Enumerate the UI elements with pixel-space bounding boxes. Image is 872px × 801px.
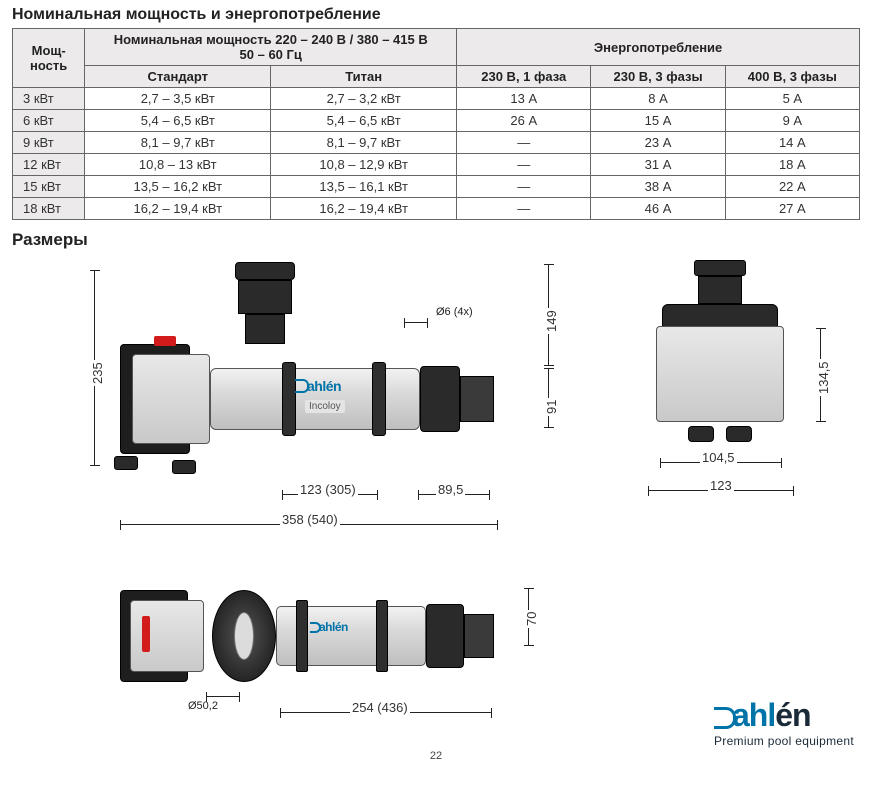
cell-ti: 8,1 – 9,7 кВт <box>271 132 457 154</box>
cell-c3: 18 А <box>725 154 859 176</box>
th-230-1: 230 В, 1 фаза <box>457 66 591 88</box>
cell-c3: 27 А <box>725 198 859 220</box>
cell-power: 3 кВт <box>13 88 85 110</box>
dimensions-area: ahlén Incoloy 235 149 91 Ø6 (4x) 123 (30… <box>0 256 872 766</box>
dim-h-total: 235 <box>90 360 105 386</box>
dim-outlet-len: 89,5 <box>436 482 465 497</box>
spec-table: Мощ-ность Номинальная мощность 220 – 240… <box>12 28 860 220</box>
cell-std: 2,7 – 3,5 кВт <box>85 88 271 110</box>
table-row: 12 кВт 10,8 – 13 кВт 10,8 – 12,9 кВт — 3… <box>13 154 860 176</box>
cell-c1: 13 А <box>457 88 591 110</box>
dim-front-inner-w: 104,5 <box>700 450 737 465</box>
cell-c3: 22 А <box>725 176 859 198</box>
section-title-power: Номинальная мощность и энергопотребление <box>0 0 872 28</box>
cell-c2: 8 А <box>591 88 725 110</box>
th-nominal-std: Стандарт <box>85 66 271 88</box>
cell-c1: — <box>457 132 591 154</box>
cell-c3: 14 А <box>725 132 859 154</box>
cell-std: 8,1 – 9,7 кВт <box>85 132 271 154</box>
brand-sub-badge: Incoloy <box>305 400 345 413</box>
brand-logo: ahlén <box>714 697 854 734</box>
cell-c2: 23 А <box>591 132 725 154</box>
cell-ti: 10,8 – 12,9 кВт <box>271 154 457 176</box>
cell-power: 9 кВт <box>13 132 85 154</box>
cell-power: 18 кВт <box>13 198 85 220</box>
dim-top-h: 70 <box>524 610 539 628</box>
cell-ti: 13,5 – 16,1 кВт <box>271 176 457 198</box>
table-row: 9 кВт 8,1 – 9,7 кВт 8,1 – 9,7 кВт — 23 А… <box>13 132 860 154</box>
cell-power: 6 кВт <box>13 110 85 132</box>
brand-text-blue: ahl <box>732 697 775 733</box>
dim-front-h: 134,5 <box>816 359 831 396</box>
th-400-3: 400 В, 3 фазы <box>725 66 859 88</box>
cell-c2: 38 А <box>591 176 725 198</box>
cell-c1: — <box>457 198 591 220</box>
cell-ti: 5,4 – 6,5 кВт <box>271 110 457 132</box>
th-nominal-ti: Титан <box>271 66 457 88</box>
cell-c3: 9 А <box>725 110 859 132</box>
dim-h-inlet: 91 <box>544 398 559 416</box>
brand-name-text: ahlén <box>319 620 348 634</box>
cell-power: 15 кВт <box>13 176 85 198</box>
footer-brand: ahlén Premium pool equipment <box>714 697 854 748</box>
th-230-3: 230 В, 3 фазы <box>591 66 725 88</box>
table-row: 18 кВт 16,2 – 19,4 кВт 16,2 – 19,4 кВт —… <box>13 198 860 220</box>
th-nominal-group: Номинальная мощность 220 – 240 В / 380 –… <box>85 29 457 66</box>
table-row: 15 кВт 13,5 – 16,2 кВт 13,5 – 16,1 кВт —… <box>13 176 860 198</box>
cell-std: 10,8 – 13 кВт <box>85 154 271 176</box>
cell-c2: 46 А <box>591 198 725 220</box>
cell-c1: 26 А <box>457 110 591 132</box>
th-power: Мощ-ность <box>13 29 85 88</box>
brand-badge-top: ahlén <box>310 620 348 634</box>
dim-front-total-w: 123 <box>708 478 734 493</box>
cell-c1: — <box>457 154 591 176</box>
brand-tagline: Premium pool equipment <box>714 734 854 748</box>
drawing-top-view: ahlén <box>120 576 520 696</box>
cell-std: 16,2 – 19,4 кВт <box>85 198 271 220</box>
brand-badge-side: ahlén <box>295 378 341 394</box>
drawing-front-view <box>640 286 800 506</box>
drawing-side-view: ahlén Incoloy <box>120 296 520 486</box>
section-title-dims: Размеры <box>0 220 872 256</box>
cell-std: 5,4 – 6,5 кВт <box>85 110 271 132</box>
cell-power: 12 кВт <box>13 154 85 176</box>
cell-c3: 5 А <box>725 88 859 110</box>
cell-std: 13,5 – 16,2 кВт <box>85 176 271 198</box>
dim-inner-len: 123 (305) <box>298 482 358 497</box>
cell-c2: 15 А <box>591 110 725 132</box>
cell-ti: 2,7 – 3,2 кВт <box>271 88 457 110</box>
dim-total-len: 358 (540) <box>280 512 340 527</box>
brand-text-accent: é <box>775 697 792 733</box>
dim-h-upper: 149 <box>544 308 559 334</box>
dim-top-len: 254 (436) <box>350 700 410 715</box>
cell-ti: 16,2 – 19,4 кВт <box>271 198 457 220</box>
dim-port-diam: Ø50,2 <box>188 700 218 712</box>
table-row: 6 кВт 5,4 – 6,5 кВт 5,4 – 6,5 кВт 26 А 1… <box>13 110 860 132</box>
page-number: 22 <box>430 750 442 762</box>
dim-holes: Ø6 (4x) <box>436 306 473 318</box>
cell-c1: — <box>457 176 591 198</box>
th-consumption-group: Энергопотребление <box>457 29 860 66</box>
table-row: 3 кВт 2,7 – 3,5 кВт 2,7 – 3,2 кВт 13 А 8… <box>13 88 860 110</box>
brand-name-text: ahlén <box>307 378 341 394</box>
brand-text-end: n <box>792 697 811 733</box>
cell-c2: 31 А <box>591 154 725 176</box>
